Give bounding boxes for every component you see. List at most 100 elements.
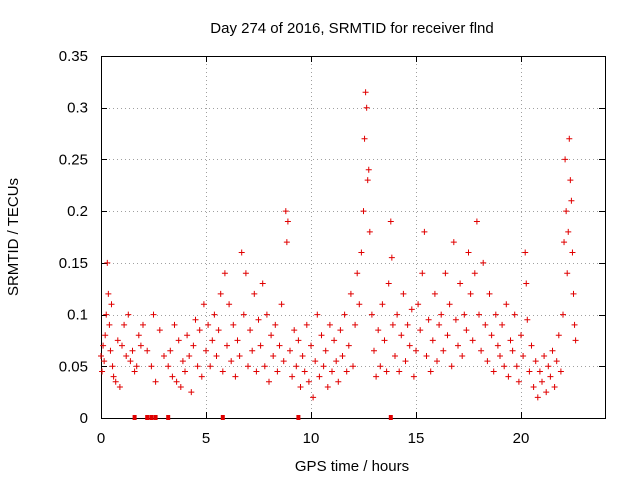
data-point (192, 316, 199, 323)
data-point (247, 327, 254, 334)
data-point (363, 104, 370, 111)
data-point (203, 347, 209, 354)
data-point (179, 358, 186, 365)
data-point (205, 321, 212, 328)
data-point (455, 342, 461, 349)
data-point (129, 347, 136, 354)
data-point (171, 321, 178, 328)
data-point (350, 363, 356, 370)
data-point (361, 135, 368, 142)
data-point (102, 332, 109, 339)
data-point (161, 352, 167, 359)
data-point (415, 301, 422, 308)
data-point (347, 290, 354, 297)
data-point (448, 363, 455, 370)
data-point (156, 327, 163, 334)
data-point (326, 321, 333, 328)
data-point (175, 337, 182, 344)
data-point (440, 347, 447, 354)
data-point (484, 358, 491, 365)
data-point (543, 389, 550, 396)
data-point (114, 337, 121, 344)
data-point (261, 363, 268, 370)
data-point (534, 394, 541, 401)
data-point (518, 332, 524, 339)
data-point (389, 321, 396, 328)
data-point (106, 321, 113, 328)
data-point (331, 337, 338, 344)
data-point (125, 311, 132, 318)
data-point (100, 342, 107, 349)
data-point (499, 321, 506, 328)
data-point (169, 373, 176, 380)
data-point (282, 208, 289, 215)
data-point (188, 389, 195, 396)
data-point (385, 280, 392, 287)
data-point (196, 327, 203, 334)
data-point (345, 342, 352, 349)
data-point (352, 321, 359, 328)
data-point (333, 358, 340, 365)
baseline-mark (388, 415, 393, 420)
data-point (461, 311, 468, 318)
data-point (107, 347, 114, 354)
data-point (276, 342, 283, 349)
data-point (283, 239, 290, 246)
data-point (335, 378, 342, 385)
axis-ticks (101, 56, 605, 419)
data-point (425, 316, 432, 323)
data-point (184, 332, 191, 339)
data-point (116, 383, 123, 390)
data-point (200, 301, 207, 308)
y-tick-label: 0.1 (67, 307, 88, 324)
data-point (99, 368, 106, 375)
data-point (137, 342, 144, 349)
data-point (419, 270, 426, 277)
data-point (291, 327, 298, 334)
baseline-mark (220, 415, 225, 420)
data-point (186, 352, 193, 359)
data-point (408, 306, 415, 313)
data-point (308, 342, 314, 349)
data-point (569, 249, 576, 256)
data-point (364, 177, 371, 184)
data-point (318, 332, 325, 339)
data-point (528, 342, 535, 349)
data-point (278, 301, 285, 308)
data-point (144, 347, 151, 354)
data-point (314, 311, 321, 318)
data-point (488, 332, 495, 339)
data-point (148, 363, 155, 370)
data-point (501, 363, 508, 370)
data-point (249, 347, 256, 354)
data-point (400, 290, 407, 297)
data-point (459, 352, 466, 359)
data-point (572, 337, 579, 344)
data-point (486, 290, 493, 297)
data-point (310, 394, 317, 401)
data-point (362, 89, 369, 96)
data-point (523, 280, 530, 287)
data-point (140, 321, 146, 328)
baseline-mark (166, 415, 171, 420)
data-point (299, 352, 306, 359)
data-point (219, 368, 226, 375)
data-point (217, 290, 224, 297)
data-point (238, 249, 245, 256)
data-point (480, 259, 487, 266)
data-point (476, 311, 482, 318)
data-point (388, 254, 395, 261)
data-point (530, 383, 537, 390)
data-point (417, 327, 424, 334)
data-point (539, 378, 545, 385)
data-point (570, 290, 577, 297)
data-point (545, 363, 552, 370)
data-point (442, 270, 449, 277)
data-point (490, 368, 497, 375)
data-point (312, 358, 319, 365)
data-point (105, 290, 112, 297)
data-point (526, 368, 533, 375)
data-point (297, 383, 304, 390)
data-point (165, 363, 172, 370)
